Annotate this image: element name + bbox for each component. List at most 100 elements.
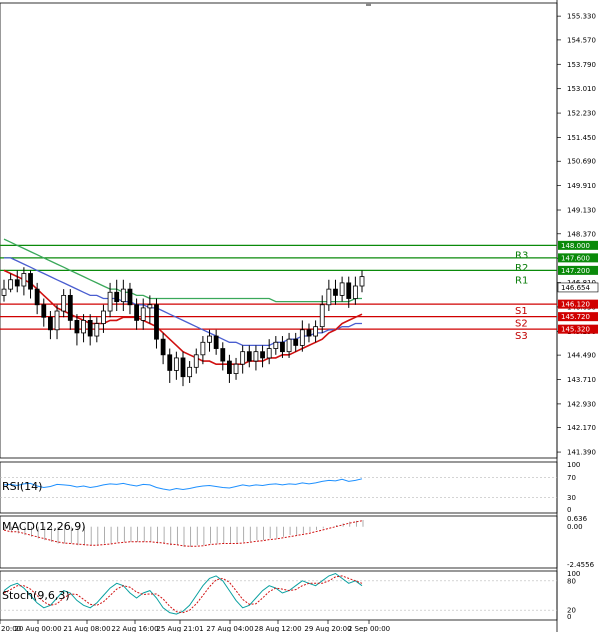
ma-slow-line <box>3 238 362 303</box>
candle-body-down <box>213 335 219 349</box>
time-tick-label: 21 Aug 08:00 <box>63 625 110 632</box>
candle <box>233 357 239 380</box>
candle-body-up <box>319 304 325 328</box>
candle <box>94 317 100 343</box>
price-tick-label: 142.930 <box>567 400 596 408</box>
price-tick-label: 144.490 <box>567 352 596 360</box>
candle-body-up <box>101 310 106 324</box>
macd-signal-line <box>3 520 363 547</box>
time-tick-label: 20 Aug 00:00 <box>14 625 61 632</box>
candle <box>154 298 159 349</box>
level-tag-r2 <box>558 253 598 263</box>
time-tick-label: 28 Aug 12:00 <box>254 625 301 632</box>
rsi-panel: RSI(14) 100 70 30 0 <box>0 461 580 514</box>
candle <box>339 276 345 302</box>
candle <box>286 332 292 358</box>
price-tick-label: 143.710 <box>567 376 596 384</box>
candle-body-down <box>48 316 53 331</box>
time-tick-label: 22 Aug 16:00 <box>111 625 158 632</box>
candle-body-up <box>253 351 259 362</box>
time-tick-label: 2 Sep 00:00 <box>348 625 390 632</box>
stoch-d-line <box>3 575 363 614</box>
candle-body-up <box>359 276 365 287</box>
candle <box>34 282 40 315</box>
price-tick-label: 150.690 <box>567 158 596 166</box>
candle-body-up <box>8 279 14 290</box>
candle-body-up <box>273 341 279 349</box>
candle-body-down <box>114 291 120 303</box>
candle <box>319 295 325 333</box>
candle <box>160 332 166 365</box>
current-price-tag <box>557 282 599 293</box>
candle <box>352 276 358 305</box>
candle <box>41 298 47 327</box>
candle-body-up <box>147 304 153 309</box>
candle-body-down <box>346 282 352 299</box>
level-tag-text-s3: 145.320 <box>561 326 590 334</box>
candle-body-down <box>260 351 265 359</box>
candle <box>127 282 133 315</box>
candle-body-down <box>34 288 40 306</box>
candle-body-up <box>326 288 332 306</box>
stoch-k-line <box>3 572 363 615</box>
candle <box>359 270 365 293</box>
candle-body-down <box>134 304 139 321</box>
price-tick-label: 152.230 <box>567 110 596 118</box>
candle <box>167 348 173 383</box>
current-price-text: 146.654 <box>561 284 590 292</box>
candle-body-up <box>233 363 239 374</box>
candle <box>266 339 272 365</box>
candle-body-down <box>41 304 47 318</box>
level-tag-s3 <box>558 324 598 334</box>
candle <box>326 279 332 312</box>
candle <box>147 295 153 324</box>
candle <box>114 279 120 312</box>
candle <box>187 361 193 383</box>
candle <box>61 289 67 318</box>
candle-body-up <box>299 329 305 346</box>
candle-body-up <box>1 288 7 296</box>
candle-body-down <box>154 304 159 340</box>
candle <box>21 267 27 296</box>
stoch-tick-label: 80 <box>567 577 576 585</box>
candle-body-up <box>207 335 212 343</box>
candle <box>333 279 338 305</box>
candle-body-down <box>227 360 232 374</box>
candle-body-down <box>14 279 20 287</box>
time-tick-label: 25 Aug 21:01 <box>156 625 203 632</box>
candle-body-down <box>160 338 166 356</box>
candle-body-down <box>167 354 173 371</box>
candle <box>14 270 20 293</box>
stoch-label: Stoch(9,6,3) <box>2 589 70 602</box>
time-tick-label: 27 Aug 04:00 <box>206 625 253 632</box>
rsi-label: RSI(14) <box>2 480 42 493</box>
price-tick-label: 153.010 <box>567 85 596 93</box>
rsi-tick-label: 0 <box>567 506 571 514</box>
level-tag-text-s2: 145.720 <box>561 313 590 321</box>
candle <box>240 345 246 374</box>
price-tick-label: 141.390 <box>567 449 596 457</box>
level-tag-r3 <box>558 240 598 250</box>
candle-body-up <box>21 273 27 287</box>
macd-frame <box>0 515 558 569</box>
candle <box>346 276 352 308</box>
stoch-frame <box>0 570 558 621</box>
candle-body-up <box>107 291 113 312</box>
candle <box>246 345 252 368</box>
candle-body-up <box>187 366 193 378</box>
price-tick-label: 148.370 <box>567 230 596 238</box>
candle <box>140 298 146 330</box>
candle-body-up <box>339 282 345 296</box>
stoch-tick-label: 20 <box>567 607 576 615</box>
rsi-line <box>3 478 363 491</box>
candle-body-up <box>313 326 318 337</box>
candle <box>306 323 312 343</box>
candle <box>213 329 219 355</box>
level-tag-text-r3: 148.000 <box>561 242 590 250</box>
